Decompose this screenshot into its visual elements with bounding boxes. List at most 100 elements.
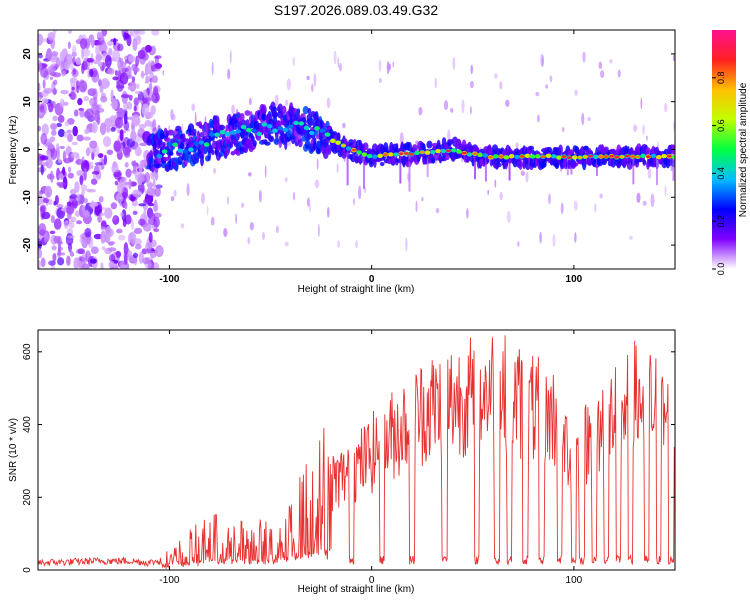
noise-blob: [133, 30, 140, 35]
y-tick-label: 400: [22, 416, 33, 433]
noise-blob: [90, 246, 99, 255]
noise-blob: [50, 215, 55, 223]
noise-blob: [81, 60, 88, 71]
noise-blob: [67, 166, 72, 173]
noise-blob: [76, 134, 84, 142]
noise-blob: [145, 75, 150, 83]
noise-streak: [392, 61, 395, 68]
noise-blob: [43, 197, 50, 204]
ridge-peak: [398, 152, 404, 156]
noise-streak: [418, 106, 423, 116]
noise-blob: [119, 264, 128, 269]
noise-streak: [284, 99, 289, 106]
ridge-core: [277, 125, 284, 131]
noise-streak: [241, 202, 245, 208]
noise-streak: [642, 200, 647, 206]
noise-blob: [113, 171, 122, 178]
noise-blob: [117, 234, 126, 241]
noise-blob: [73, 257, 80, 269]
noise-streak: [664, 102, 668, 113]
noise-blob: [49, 136, 56, 143]
noise-blob: [137, 176, 143, 186]
noise-blob: [43, 87, 53, 94]
noise-blob: [62, 150, 67, 163]
ridge-core: [345, 146, 352, 151]
ridge-peak: [624, 154, 630, 158]
noise-blob: [103, 154, 108, 166]
ridge-peak: [645, 155, 651, 159]
ridge-core: [193, 141, 199, 146]
colorbar-tick-label: 0.6: [716, 119, 726, 132]
noise-blob: [147, 202, 155, 207]
signal-blob: [291, 108, 298, 114]
y-tick-label: -20: [22, 237, 33, 252]
noise-blob: [109, 115, 117, 124]
noise-blob: [67, 30, 72, 35]
signal-blob: [162, 156, 169, 162]
noise-streak: [311, 83, 314, 93]
noise-blob: [93, 233, 103, 240]
x-tick-label: 0: [369, 274, 375, 285]
noise-blob: [153, 86, 159, 98]
noise-streak: [223, 227, 228, 237]
signal-spike: [426, 152, 429, 178]
noise-blob: [89, 97, 97, 107]
signal-blob: [336, 132, 341, 140]
noise-blob: [41, 211, 51, 220]
noise-streak: [180, 223, 185, 229]
noise-streak: [170, 195, 175, 202]
noise-streak: [517, 241, 520, 247]
noise-blob: [38, 248, 43, 259]
noise-blob: [38, 238, 42, 251]
noise-blob: [50, 174, 55, 180]
ridge-core: [661, 153, 667, 159]
noise-blob: [51, 245, 57, 251]
noise-blob: [120, 94, 130, 99]
noise-blob: [148, 218, 154, 225]
noise-streak: [247, 236, 251, 245]
noise-blob: [67, 172, 74, 179]
ridge-core: [298, 121, 305, 126]
signal-spike: [595, 156, 598, 177]
noise-blob: [57, 257, 65, 266]
noise-streak: [227, 196, 229, 205]
noise-streak: [342, 122, 346, 129]
noise-blob: [54, 195, 59, 205]
noise-blob: [133, 105, 137, 112]
signal-spike: [474, 154, 477, 180]
noise-blob: [112, 215, 117, 221]
noise-blob: [38, 259, 41, 269]
noise-blob: [115, 192, 124, 203]
noise-streak: [337, 56, 340, 69]
noise-blob: [38, 38, 48, 43]
noise-blob: [102, 44, 108, 52]
noise-blob: [124, 201, 128, 210]
noise-blob: [128, 178, 132, 190]
noise-blob: [116, 60, 121, 69]
x-tick-label: -100: [159, 575, 179, 586]
noise-blob: [67, 133, 73, 143]
colorbar-tick-label: 0.8: [716, 72, 726, 85]
ridge-core: [571, 155, 578, 160]
ridge-core: [198, 140, 205, 145]
signal-blob: [297, 138, 303, 148]
x-tick-label: -100: [159, 274, 179, 285]
ridge-core: [524, 153, 531, 159]
signal-blob: [574, 146, 580, 154]
y-tick-label: 0: [22, 567, 33, 573]
noise-blob: [53, 218, 62, 230]
noise-blob: [47, 31, 56, 41]
noise-blob: [111, 57, 116, 62]
noise-blob: [79, 175, 84, 186]
noise-blob: [152, 94, 156, 102]
noise-blob: [38, 108, 41, 119]
noise-blob: [110, 103, 118, 107]
noise-blob: [142, 257, 150, 265]
noise-streak: [435, 208, 440, 214]
noise-streak: [574, 89, 578, 96]
signal-blob: [571, 162, 579, 167]
noise-blob: [59, 51, 65, 62]
noise-streak: [470, 80, 474, 89]
signal-blob: [302, 106, 309, 115]
noise-blob: [66, 255, 71, 266]
